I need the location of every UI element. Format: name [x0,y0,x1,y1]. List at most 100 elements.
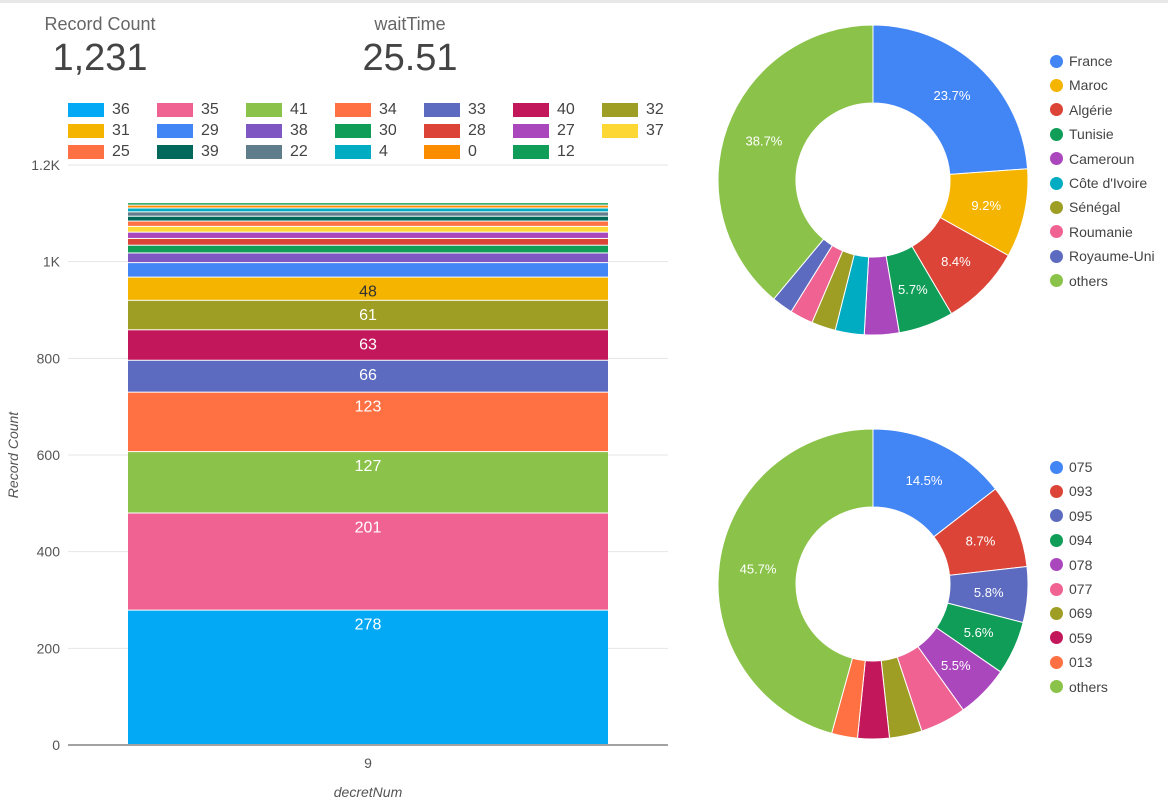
pie-slice-others[interactable] [717,24,874,300]
legend-dot [1050,225,1063,239]
bar-segment-36[interactable] [128,610,608,744]
legend-swatch [68,145,104,159]
stacked-bar-chart: 0 200 400 600 800 1K 1.2K 278 201 127 123 66 63 61 48 9… [5,157,668,800]
bar-segment-40[interactable] [128,330,608,360]
pie-slice-label: 38.7% [746,133,783,148]
pie-legend-item[interactable]: Roumanie [1050,222,1133,242]
legend-swatch [246,124,282,138]
pie-slice-label: 5.8% [974,585,1004,600]
legend-item-32[interactable]: 32 [602,101,664,119]
bar-segment-34[interactable] [128,392,608,452]
legend-swatch [424,145,460,159]
legend-dot [1050,54,1063,68]
bar-segment-38[interactable] [128,253,608,263]
pie-legend-item[interactable]: 078 [1050,555,1092,575]
pie-legend-item[interactable]: 069 [1050,603,1092,623]
pie-legend-item[interactable]: 075 [1050,457,1092,477]
legend-item-41[interactable]: 41 [246,101,308,119]
bar-segment-41[interactable] [128,452,608,513]
bar-segment-4[interactable] [128,208,608,212]
bar-segment-27[interactable] [128,232,608,238]
pie-legend-item[interactable]: 077 [1050,579,1092,599]
legend-label: 093 [1069,483,1093,500]
bar-segment-0[interactable] [128,205,608,208]
legend-label: 12 [557,143,575,160]
pie-slice-label: 45.7% [740,561,777,576]
legend-label: Côte d'Ivoire [1069,175,1148,191]
pie-legend-item[interactable]: 059 [1050,628,1092,648]
pie-slice-label: 9.2% [971,198,1001,213]
legend-label: 32 [646,101,664,118]
legend-item-0[interactable]: 0 [424,143,477,161]
legend-item-31[interactable]: 31 [68,122,130,140]
country-donut-chart: 23.7% 9.2% 8.4% 5.7% 38.7% [717,24,1029,336]
legend-item-40[interactable]: 40 [513,101,575,119]
bar-segment-31[interactable] [128,277,608,300]
pie-slice-france[interactable] [872,24,1029,175]
pie-legend-item[interactable]: others [1050,271,1108,291]
legend-swatch [157,124,193,138]
pie-legend-item[interactable]: 094 [1050,530,1092,550]
legend-dot [1050,152,1063,166]
bar-segment-33[interactable] [128,360,608,392]
legend-label: Cameroun [1069,150,1135,167]
legend-item-27[interactable]: 27 [513,122,575,140]
pie-legend-item[interactable]: Côte d'Ivoire [1050,173,1147,193]
record-count-scorecard: Record Count 1,231 [20,14,180,80]
bar-segment-25[interactable] [128,221,608,226]
legend-item-12[interactable]: 12 [513,143,575,161]
bar-segment-30[interactable] [128,245,608,253]
pie-legend-item[interactable]: 013 [1050,652,1092,672]
legend-label: 0 [468,143,477,160]
bar-segment-32[interactable] [128,300,608,330]
legend-label: Roumanie [1069,223,1133,240]
legend-item-30[interactable]: 30 [335,122,397,140]
scorecard-value: 25.51 [362,37,458,79]
pie-legend-item[interactable]: France [1050,51,1113,71]
legend-item-25[interactable]: 25 [68,143,130,161]
legend-item-36[interactable]: 36 [68,101,130,119]
top-divider [0,0,1168,3]
legend-label: Tunisie [1069,126,1114,143]
pie-legend-item[interactable]: Maroc [1050,75,1108,95]
pie-legend-item[interactable]: Cameroun [1050,149,1134,169]
legend-swatch [157,103,193,117]
bar-segment-29[interactable] [128,263,608,277]
legend-item-22[interactable]: 22 [246,143,308,161]
bar-segment-22[interactable] [128,212,608,216]
legend-item-38[interactable]: 38 [246,122,308,140]
legend-item-4[interactable]: 4 [335,143,388,161]
pie-legend-item[interactable]: Royaume-Uni [1050,246,1155,266]
bar-segment-39[interactable] [128,216,608,221]
legend-item-28[interactable]: 28 [424,122,486,140]
bar-segment-37[interactable] [128,226,608,232]
legend-item-35[interactable]: 35 [157,101,219,119]
legend-label: 27 [557,122,575,139]
legend-label: others [1069,272,1108,289]
y-tick-label: 200 [37,640,61,656]
pie-legend-item[interactable]: Tunisie [1050,124,1114,144]
legend-item-29[interactable]: 29 [157,122,219,140]
pie-slice-label: 23.7% [934,88,971,103]
pie-legend-item[interactable]: 093 [1050,481,1092,501]
legend-label: Sénégal [1069,199,1121,216]
y-tick-label: 400 [37,544,61,560]
legend-label: 31 [112,122,130,139]
legend-dot [1050,484,1063,498]
pie-legend-item[interactable]: Sénégal [1050,197,1120,217]
bar-segment-28[interactable] [128,238,608,245]
pie-legend-item[interactable]: others [1050,677,1108,697]
pie-slice-others[interactable] [717,428,874,734]
pie-legend-item[interactable]: 095 [1050,506,1092,526]
legend-item-37[interactable]: 37 [602,122,664,140]
legend-label: 059 [1069,629,1093,646]
bar-segment-12[interactable] [128,203,608,205]
legend-item-34[interactable]: 34 [335,101,397,119]
pie-legend-item[interactable]: Algérie [1050,100,1113,120]
y-tick-label: 0 [52,737,60,753]
legend-swatch [335,124,371,138]
legend-label: Algérie [1069,101,1113,118]
bar-segment-35[interactable] [128,513,608,610]
legend-item-39[interactable]: 39 [157,143,219,161]
legend-item-33[interactable]: 33 [424,101,486,119]
